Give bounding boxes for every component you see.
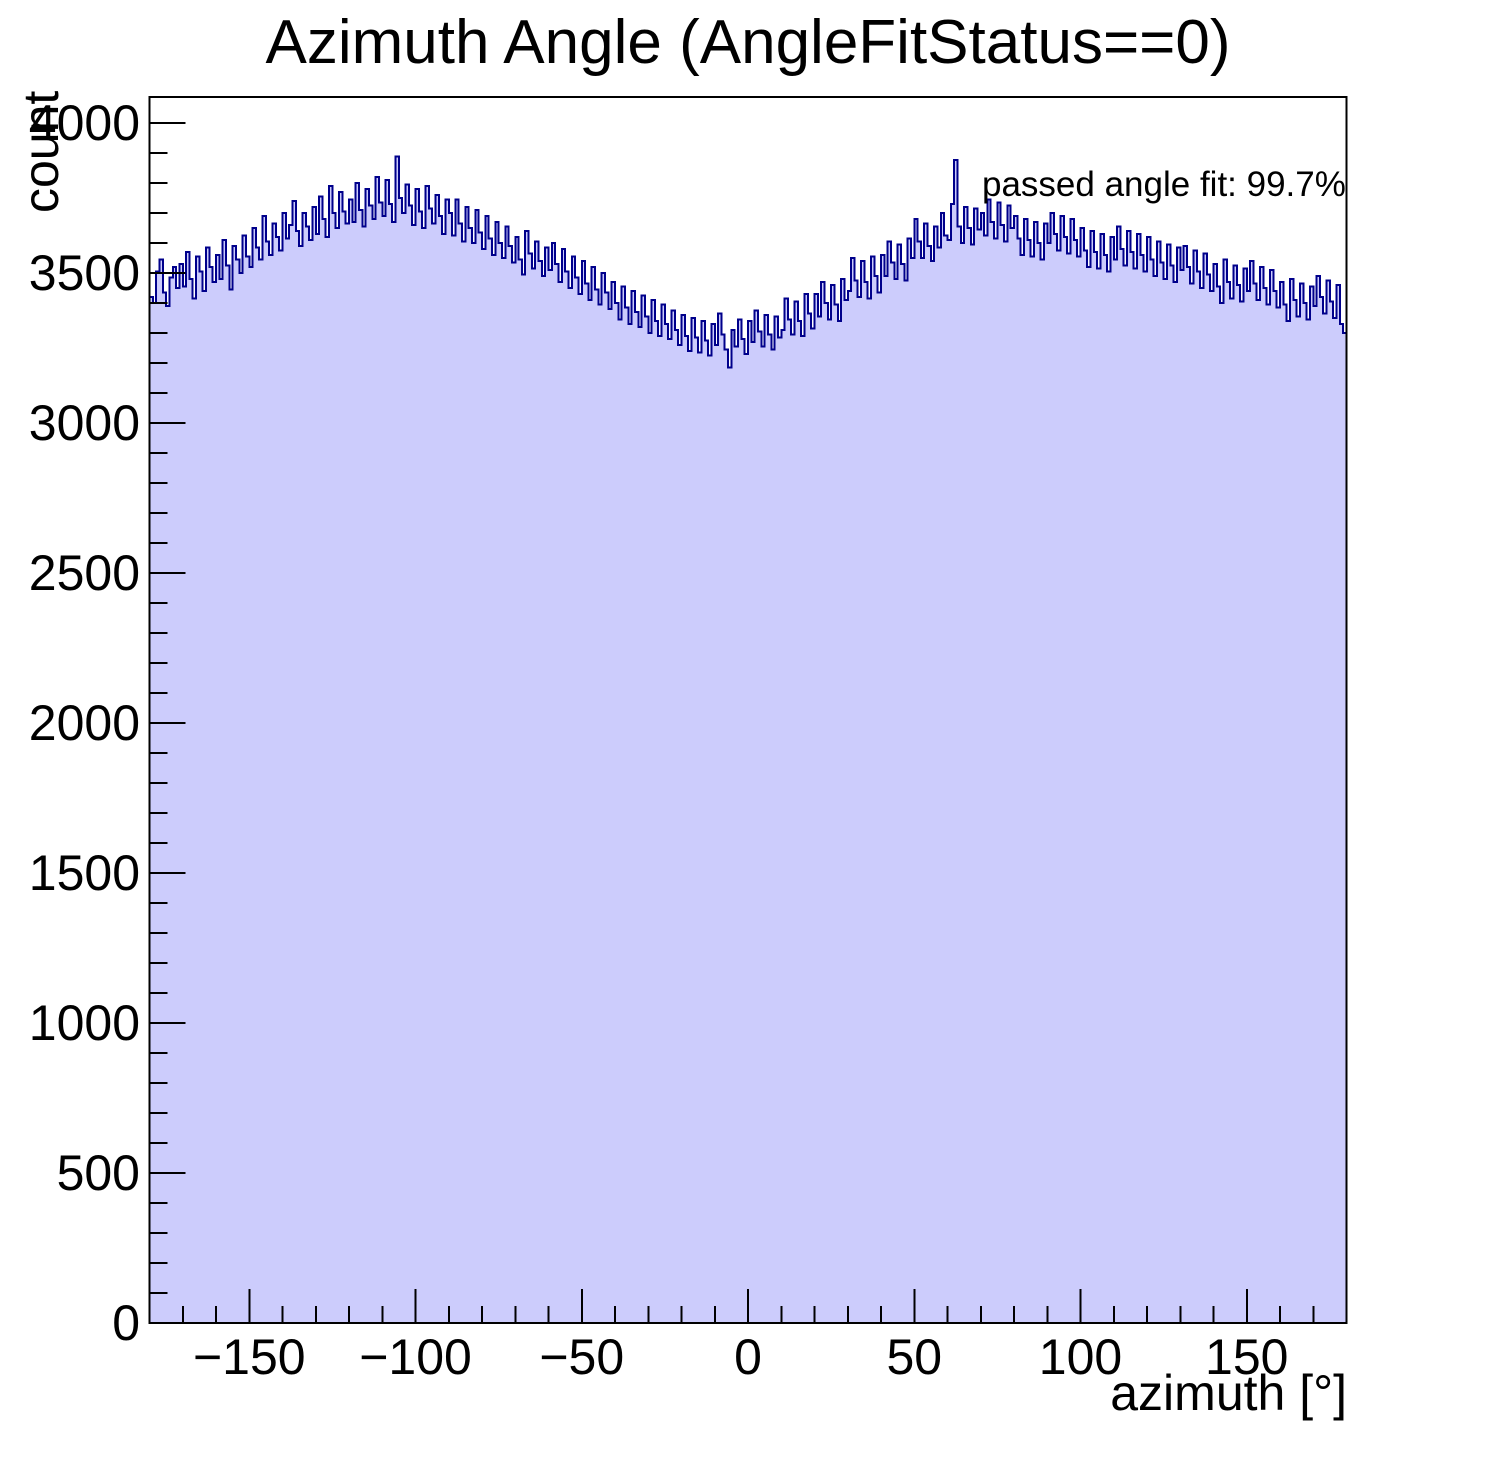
y-tick-label: 0 (112, 1295, 140, 1351)
y-tick-label: 2000 (29, 695, 140, 751)
x-tick-label: 50 (886, 1329, 942, 1385)
x-tick-label: −150 (193, 1329, 306, 1385)
chart-title: Azimuth Angle (AngleFitStatus==0) (265, 8, 1231, 77)
x-tick-label: 100 (1039, 1329, 1122, 1385)
y-tick-label: 500 (57, 1145, 140, 1201)
y-axis-title: count (13, 90, 69, 213)
y-tick-label: 1000 (29, 995, 140, 1051)
y-tick-label: 3000 (29, 395, 140, 451)
y-tick-label: 3500 (29, 245, 140, 301)
y-tick-label: 1500 (29, 845, 140, 901)
histogram-area (148, 155, 1348, 1324)
y-tick-label: 2500 (29, 545, 140, 601)
x-tick-label: −50 (539, 1329, 624, 1385)
y-tick-label: 4000 (29, 95, 140, 151)
x-tick-label: 150 (1205, 1329, 1288, 1385)
x-tick-label: −100 (359, 1329, 472, 1385)
x-axis-title: azimuth [°] (1110, 1365, 1347, 1421)
x-tick-label: 0 (734, 1329, 762, 1385)
passed-fit-annotation: passed angle fit: 99.7% (982, 165, 1346, 204)
